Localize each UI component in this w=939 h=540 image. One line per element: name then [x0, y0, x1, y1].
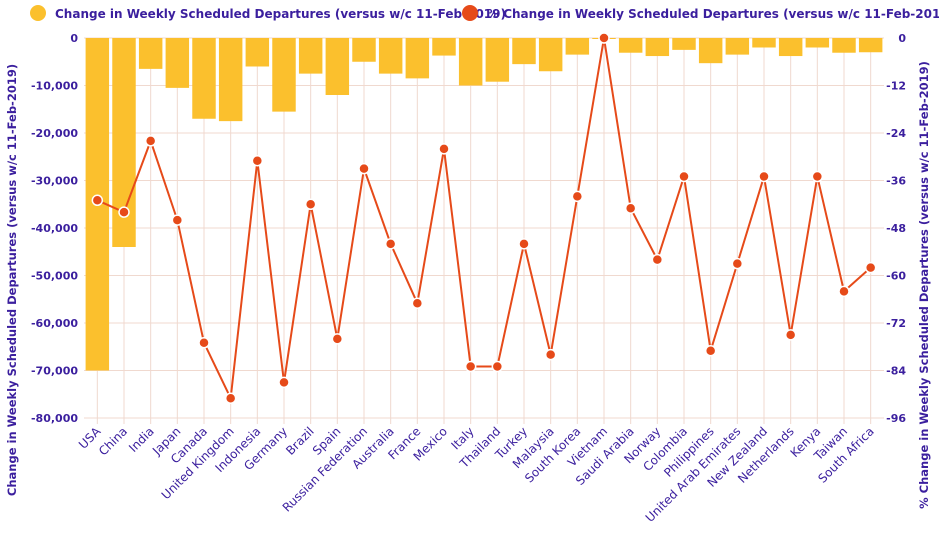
right-tick-label: -24 [886, 127, 906, 140]
point-turkey [518, 238, 530, 250]
bar-germany [272, 38, 296, 112]
bar-italy [458, 38, 483, 86]
bar-south-korea [565, 38, 590, 55]
bar-philippines [698, 38, 723, 64]
legend-line-swatch [462, 5, 478, 21]
line-series [91, 32, 877, 404]
left-tick-label: -60,000 [31, 317, 78, 330]
bar-japan [165, 38, 190, 88]
left-axis-ticks: 0 -10,000 -20,000 -30,000 -40,000 -50,000 -60,… [31, 32, 78, 425]
bar-mexico [432, 38, 456, 56]
bar-australia [378, 38, 403, 74]
point-thailand [491, 360, 504, 373]
bar-kenya [805, 38, 830, 48]
bar-brazil [298, 38, 323, 74]
right-axis-title: % Change in Weekly Scheduled Departures … [917, 61, 931, 509]
left-tick-label: -20,000 [31, 127, 78, 140]
point-malaysia [544, 348, 557, 361]
legend-bar-label: Change in Weekly Scheduled Departures (v… [55, 7, 506, 21]
point-spain [331, 333, 344, 345]
point-united-arab-emirates [731, 257, 744, 270]
point-usa [91, 194, 104, 207]
bar-malaysia [538, 38, 563, 72]
point-netherlands [784, 329, 797, 341]
bar-india [138, 38, 163, 69]
bar-new-zealand [752, 38, 776, 48]
legend-line-label: % Change in Weekly Scheduled Departures … [487, 7, 939, 21]
point-indonesia [251, 154, 264, 167]
bar-taiwan [832, 38, 856, 53]
point-norway [651, 253, 664, 266]
point-italy [464, 360, 477, 373]
left-tick-label: -30,000 [31, 175, 78, 188]
point-brazil [304, 198, 317, 210]
point-philippines [704, 344, 717, 357]
point-kenya [811, 170, 824, 183]
point-new-zealand [758, 170, 770, 183]
point-india [144, 135, 157, 147]
gridlines [84, 37, 884, 424]
point-canada [198, 337, 210, 349]
bar-saudi-arabia [618, 38, 643, 53]
point-vietnam [598, 32, 610, 44]
pct-change-line [96, 37, 872, 402]
left-axis-title: Change in Weekly Scheduled Departures (v… [5, 64, 19, 496]
legend-bar-swatch [30, 5, 46, 21]
point-south-korea [571, 190, 584, 203]
category-label: Brazil [283, 424, 317, 458]
left-tick-label: -50,000 [31, 270, 78, 283]
right-axis-ticks: 0 -12 -24 -36 -48 -60 -72 -84 -96 [886, 32, 906, 425]
point-colombia [678, 170, 690, 183]
point-japan [171, 214, 184, 226]
bar-indonesia [245, 38, 270, 67]
left-tick-label: 0 [70, 32, 78, 45]
bar-turkey [512, 38, 536, 65]
bar-series [85, 38, 883, 371]
bar-colombia [672, 38, 696, 50]
right-tick-label: -84 [886, 365, 906, 378]
right-tick-label: -60 [886, 270, 906, 283]
bar-canada [192, 38, 216, 119]
bar-united-kingdom [218, 38, 243, 122]
point-australia [384, 238, 397, 250]
left-tick-label: -40,000 [31, 222, 78, 235]
bar-netherlands [778, 38, 803, 57]
point-taiwan [838, 285, 850, 298]
right-tick-label: -12 [886, 80, 906, 93]
bar-france [405, 38, 430, 79]
bar-norway [645, 38, 670, 57]
point-mexico [438, 143, 450, 155]
bar-thailand [485, 38, 510, 82]
point-germany [278, 376, 290, 389]
point-france [411, 297, 424, 309]
right-tick-label: -36 [886, 175, 906, 188]
point-russian-federation [358, 162, 370, 175]
left-tick-label: -80,000 [31, 412, 78, 425]
left-tick-label: -70,000 [31, 365, 78, 378]
right-tick-label: -72 [886, 317, 906, 330]
right-tick-label: -48 [886, 222, 906, 235]
bar-united-arab-emirates [725, 38, 750, 55]
category-label: China [96, 424, 130, 458]
point-saudi-arabia [624, 202, 637, 214]
left-tick-label: -10,000 [31, 80, 78, 93]
bar-spain [325, 38, 350, 95]
right-tick-label: 0 [898, 32, 906, 45]
bar-south-africa [858, 38, 883, 53]
point-united-kingdom [224, 392, 237, 404]
point-china [118, 206, 130, 218]
right-tick-label: -96 [886, 412, 906, 425]
legend: Change in Weekly Scheduled Departures (v… [30, 5, 939, 21]
point-south-africa [864, 261, 877, 274]
bar-russian-federation [352, 38, 376, 62]
